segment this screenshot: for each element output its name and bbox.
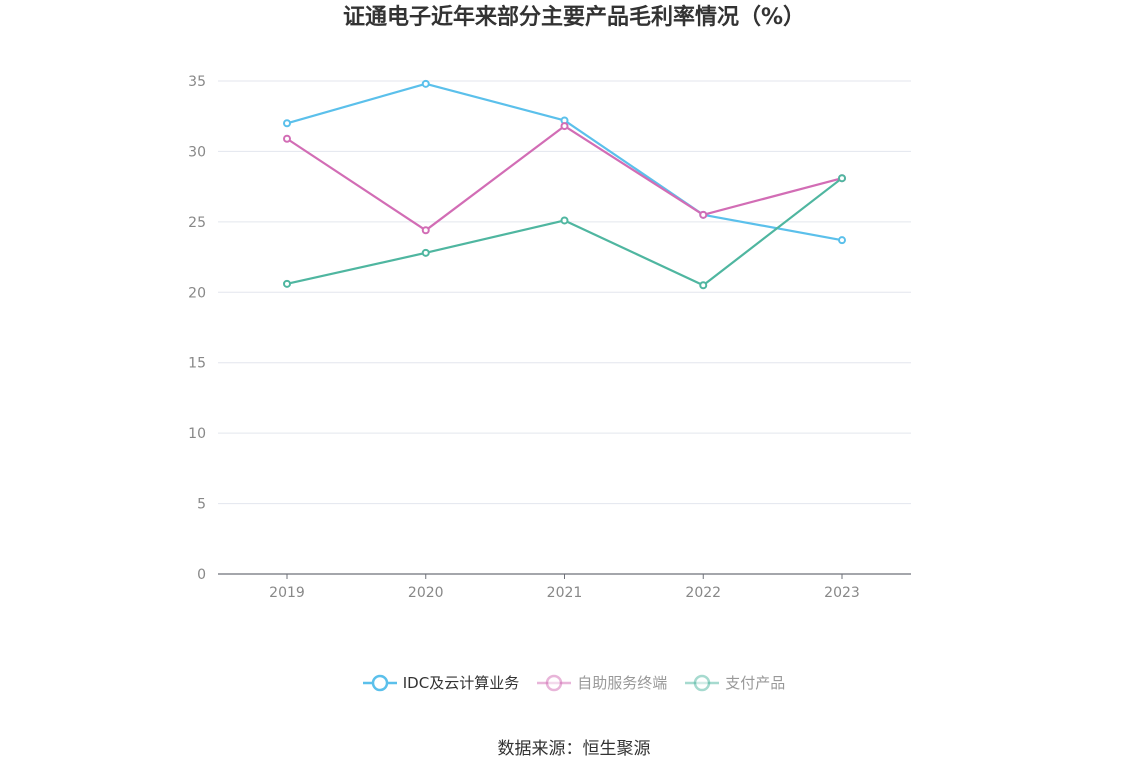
series-points (283, 79, 846, 290)
y-tick-label: 15 (188, 356, 206, 372)
y-axis: 0 5 10 15 20 25 30 35 (188, 74, 206, 583)
series-line (286, 124, 843, 232)
y-tick-label: 0 (197, 567, 206, 583)
x-tick-label: 2020 (408, 585, 444, 601)
data-point (283, 279, 291, 288)
legend-marker (362, 674, 397, 691)
y-tick-label: 30 (188, 144, 206, 160)
data-point (421, 226, 430, 235)
legend: IDC及云计算业务 自助服务终端 支付产品 (0, 672, 1148, 693)
grid-lines (218, 80, 911, 505)
legend-marker (685, 674, 720, 691)
data-point (838, 174, 846, 183)
y-tick-label: 5 (197, 497, 206, 513)
series-lines (286, 82, 843, 287)
x-tick-label: 2023 (824, 585, 860, 601)
legend-item[interactable]: 自助服务终端 (537, 672, 667, 693)
x-tick-label: 2022 (685, 585, 721, 601)
legend-label: 支付产品 (725, 674, 786, 692)
legend-item[interactable]: IDC及云计算业务 (362, 672, 520, 693)
data-point (421, 248, 430, 257)
legend-item[interactable]: 支付产品 (685, 672, 785, 693)
legend-label: 自助服务终端 (577, 674, 668, 692)
line-chart: 0 5 10 15 20 25 30 35 2019 2020 2021 2022 2023 (188, 74, 911, 601)
y-tick-label: 20 (188, 285, 206, 301)
data-point (699, 210, 708, 219)
y-tick-label: 10 (188, 426, 206, 442)
legend-label: IDC及云计算业务 (402, 674, 520, 692)
data-point (560, 122, 569, 131)
y-tick-label: 25 (188, 215, 206, 231)
data-source: 数据来源：恒生聚源 (497, 739, 651, 759)
x-tick-label: 2019 (269, 585, 305, 601)
data-point (421, 79, 430, 88)
chart-title: 证通电子近年来部分主要产品毛利率情况（%） (342, 5, 806, 30)
x-axis: 2019 2020 2021 2022 2023 (218, 573, 911, 601)
x-tick-label: 2021 (547, 585, 583, 601)
legend-marker (537, 674, 572, 691)
data-point (699, 281, 708, 290)
data-point (560, 216, 569, 225)
y-tick-label: 35 (188, 74, 206, 90)
data-point (283, 134, 291, 143)
data-point (838, 236, 846, 245)
data-point (283, 119, 291, 128)
